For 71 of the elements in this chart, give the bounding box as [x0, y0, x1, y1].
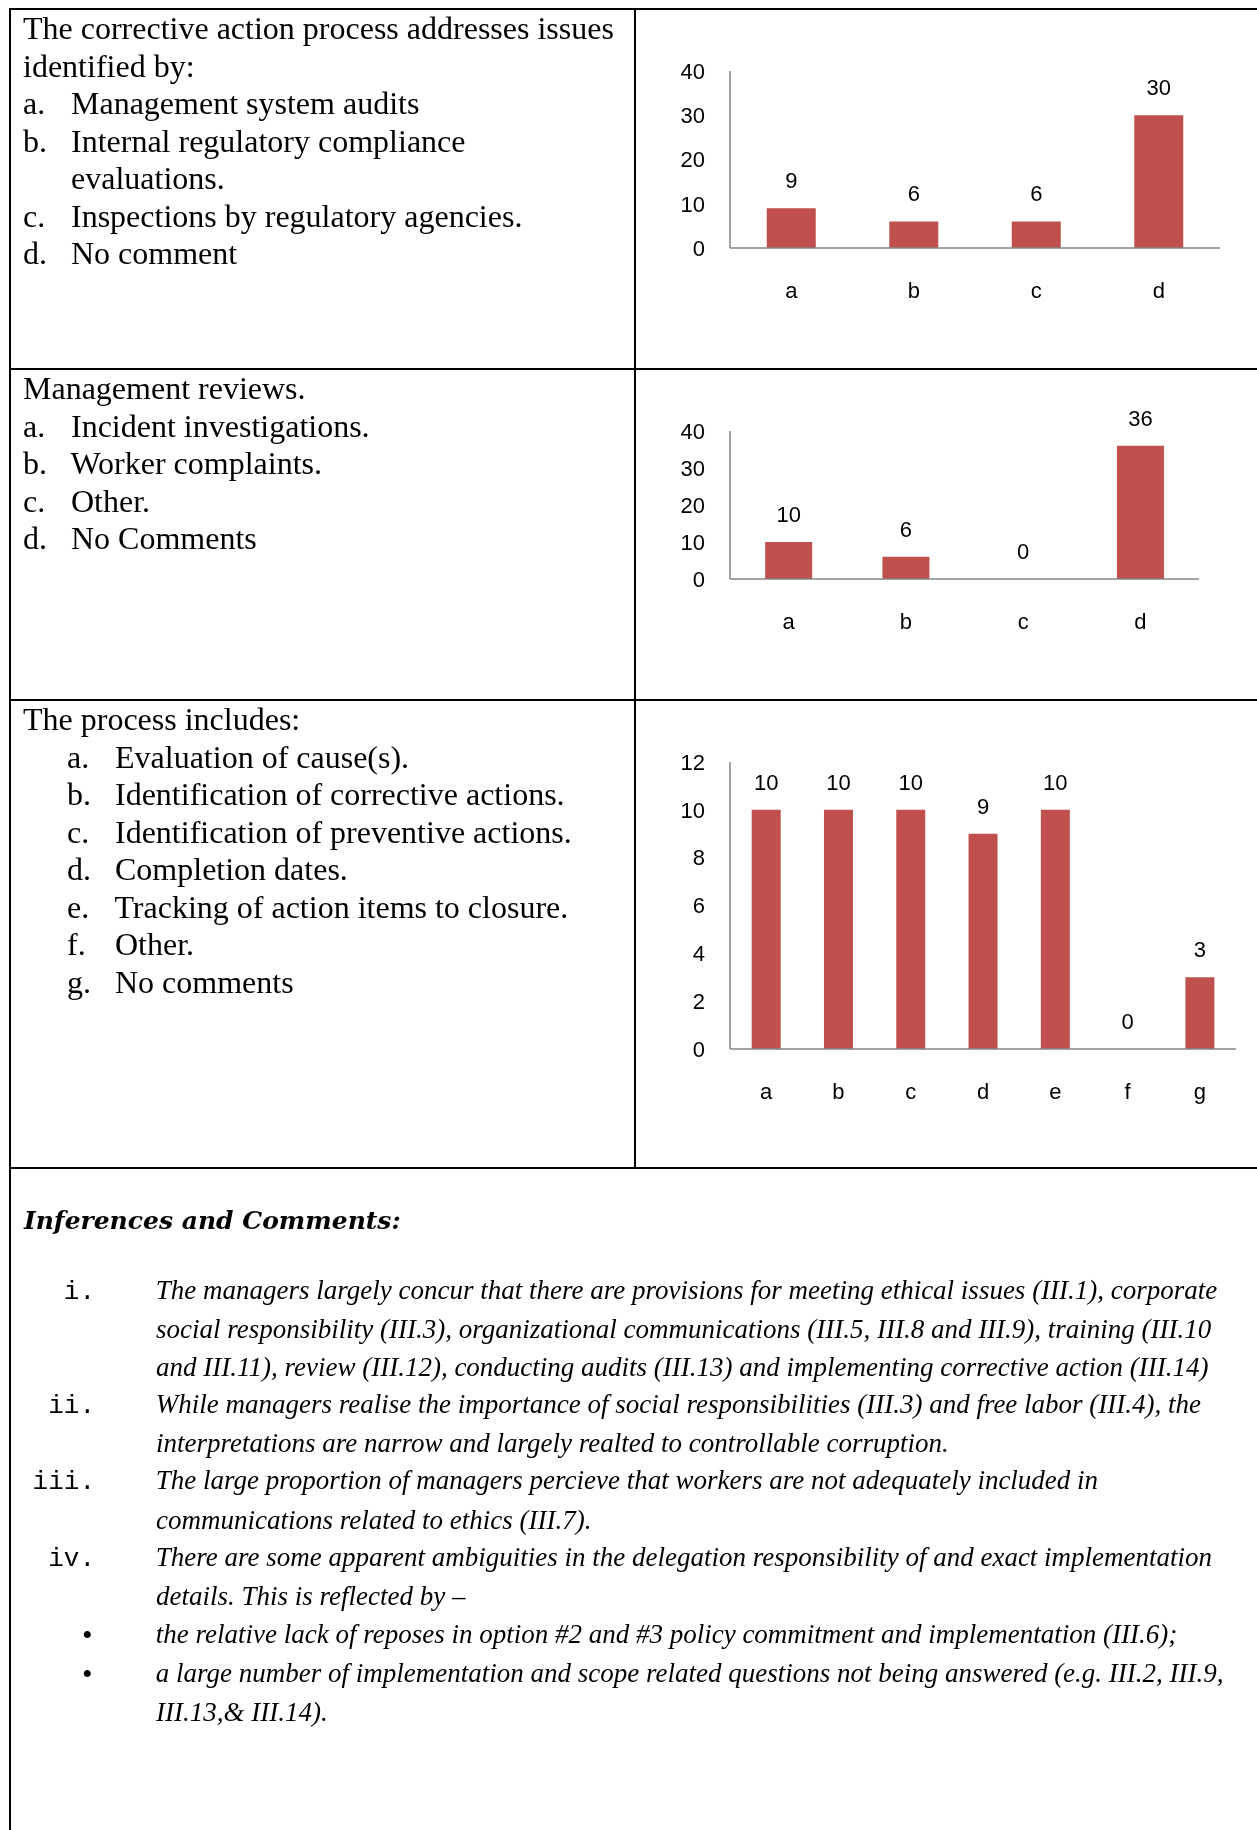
- y-tick-label: 40: [680, 58, 705, 84]
- text: Management reviews.: [23, 370, 307, 408]
- data-label: 36: [1128, 405, 1153, 431]
- y-tick-label: 0: [692, 235, 705, 261]
- data-label: 0: [1017, 538, 1030, 564]
- x-tick-label: g: [1193, 1078, 1206, 1104]
- x-tick-label: b: [832, 1078, 845, 1104]
- y-tick-label: 6: [692, 893, 705, 919]
- data-label: 30: [1146, 75, 1171, 101]
- text: b. Worker complaints.: [23, 445, 323, 483]
- y-tick-label: 10: [680, 797, 705, 823]
- text: • the relative lack of reposes in option #2 and #3 policy commitment and implementation (III.6);: [79, 1618, 1178, 1651]
- text: c. Other.: [23, 482, 152, 520]
- text: b. Identification of corrective actions.: [66, 776, 566, 814]
- data-label: 10: [753, 769, 779, 795]
- text: The process includes:: [23, 701, 302, 739]
- data-label: 6: [1030, 181, 1043, 207]
- y-tick-label: 30: [680, 103, 705, 129]
- y-tick-label: 2: [692, 988, 705, 1014]
- y-tick-label: 10: [680, 529, 705, 555]
- y-tick-label: 20: [680, 147, 705, 173]
- data-label: 9: [785, 168, 798, 194]
- text: • a large number of implementation and scope related questions not being answered (e.g. III.2, III.9, III.13,& III.14).: [79, 1657, 1224, 1728]
- text: Inferences and Comments:: [24, 1205, 402, 1237]
- x-tick-label: c: [905, 1078, 917, 1104]
- y-tick-label: 0: [692, 1036, 705, 1062]
- text: c. Identification of preventive actions.: [66, 813, 573, 851]
- x-tick-label: b: [899, 608, 912, 634]
- data-label: 10: [776, 502, 801, 527]
- data-label: 10: [1043, 769, 1068, 795]
- x-tick-label: f: [1124, 1078, 1132, 1104]
- text: The corrective action process addresses issues identified by:: [23, 10, 615, 85]
- data-label: 9: [976, 793, 990, 819]
- text: a. Evaluation of cause(s).: [66, 738, 411, 776]
- y-tick-label: 0: [692, 566, 705, 592]
- y-tick-label: 10: [680, 191, 705, 217]
- data-label: 6: [899, 516, 913, 542]
- x-tick-label: b: [907, 277, 920, 303]
- y-tick-label: 30: [680, 455, 705, 481]
- x-tick-label: d: [1134, 608, 1147, 634]
- data-label: 6: [907, 181, 920, 207]
- data-label: 10: [826, 769, 851, 795]
- text: ii. While managers realise the importance of social responsibilities (III.3) and free labor (III.4), the interpretations are narrow and largely realted to controllable corruption.: [48, 1388, 1202, 1459]
- x-tick-label: c: [1030, 277, 1042, 303]
- x-tick-label: a: [782, 608, 796, 634]
- text: f. Other.: [66, 926, 196, 964]
- data-label: 3: [1193, 937, 1207, 963]
- y-tick-label: 8: [692, 845, 705, 871]
- data-label: 0: [1121, 1008, 1134, 1034]
- data-label: 10: [898, 769, 923, 795]
- y-tick-label: 12: [680, 749, 705, 775]
- x-tick-label: e: [1049, 1078, 1062, 1104]
- y-tick-label: 4: [692, 941, 705, 967]
- y-tick-label: 20: [680, 492, 705, 518]
- text: g. No comments: [66, 963, 295, 1001]
- text: e. Tracking of action items to closure.: [66, 888, 570, 926]
- x-tick-label: a: [760, 1078, 774, 1104]
- text: d. No Comments: [23, 520, 258, 558]
- y-tick-label: 40: [680, 418, 705, 444]
- text: iii. The large proportion of managers percieve that workers are not adequately included in communications related to ethics (III.7).: [32, 1465, 1099, 1535]
- text: a. Incident investigations.: [23, 407, 371, 445]
- x-tick-label: d: [976, 1078, 990, 1104]
- text: b. Internal regulatory compliance evaluations.: [23, 122, 467, 198]
- x-tick-label: c: [1017, 608, 1029, 634]
- x-tick-label: d: [1152, 277, 1165, 303]
- text: i. The managers largely concur that there are provisions for meeting ethical issues (III.1), corporate social responsibility (III.3), organizational communications (III.5, III.8 and III.9), training (III.10 and III.11), review (III.12), conducting audits (III.13) and implementing corrective action (III.14): [63, 1275, 1218, 1382]
- text: c. Inspections by regulatory agencies.: [23, 197, 524, 235]
- text: d. No comment: [23, 235, 239, 273]
- text: a. Management system audits: [23, 85, 421, 123]
- x-tick-label: a: [785, 277, 799, 303]
- text: d. Completion dates.: [66, 851, 349, 889]
